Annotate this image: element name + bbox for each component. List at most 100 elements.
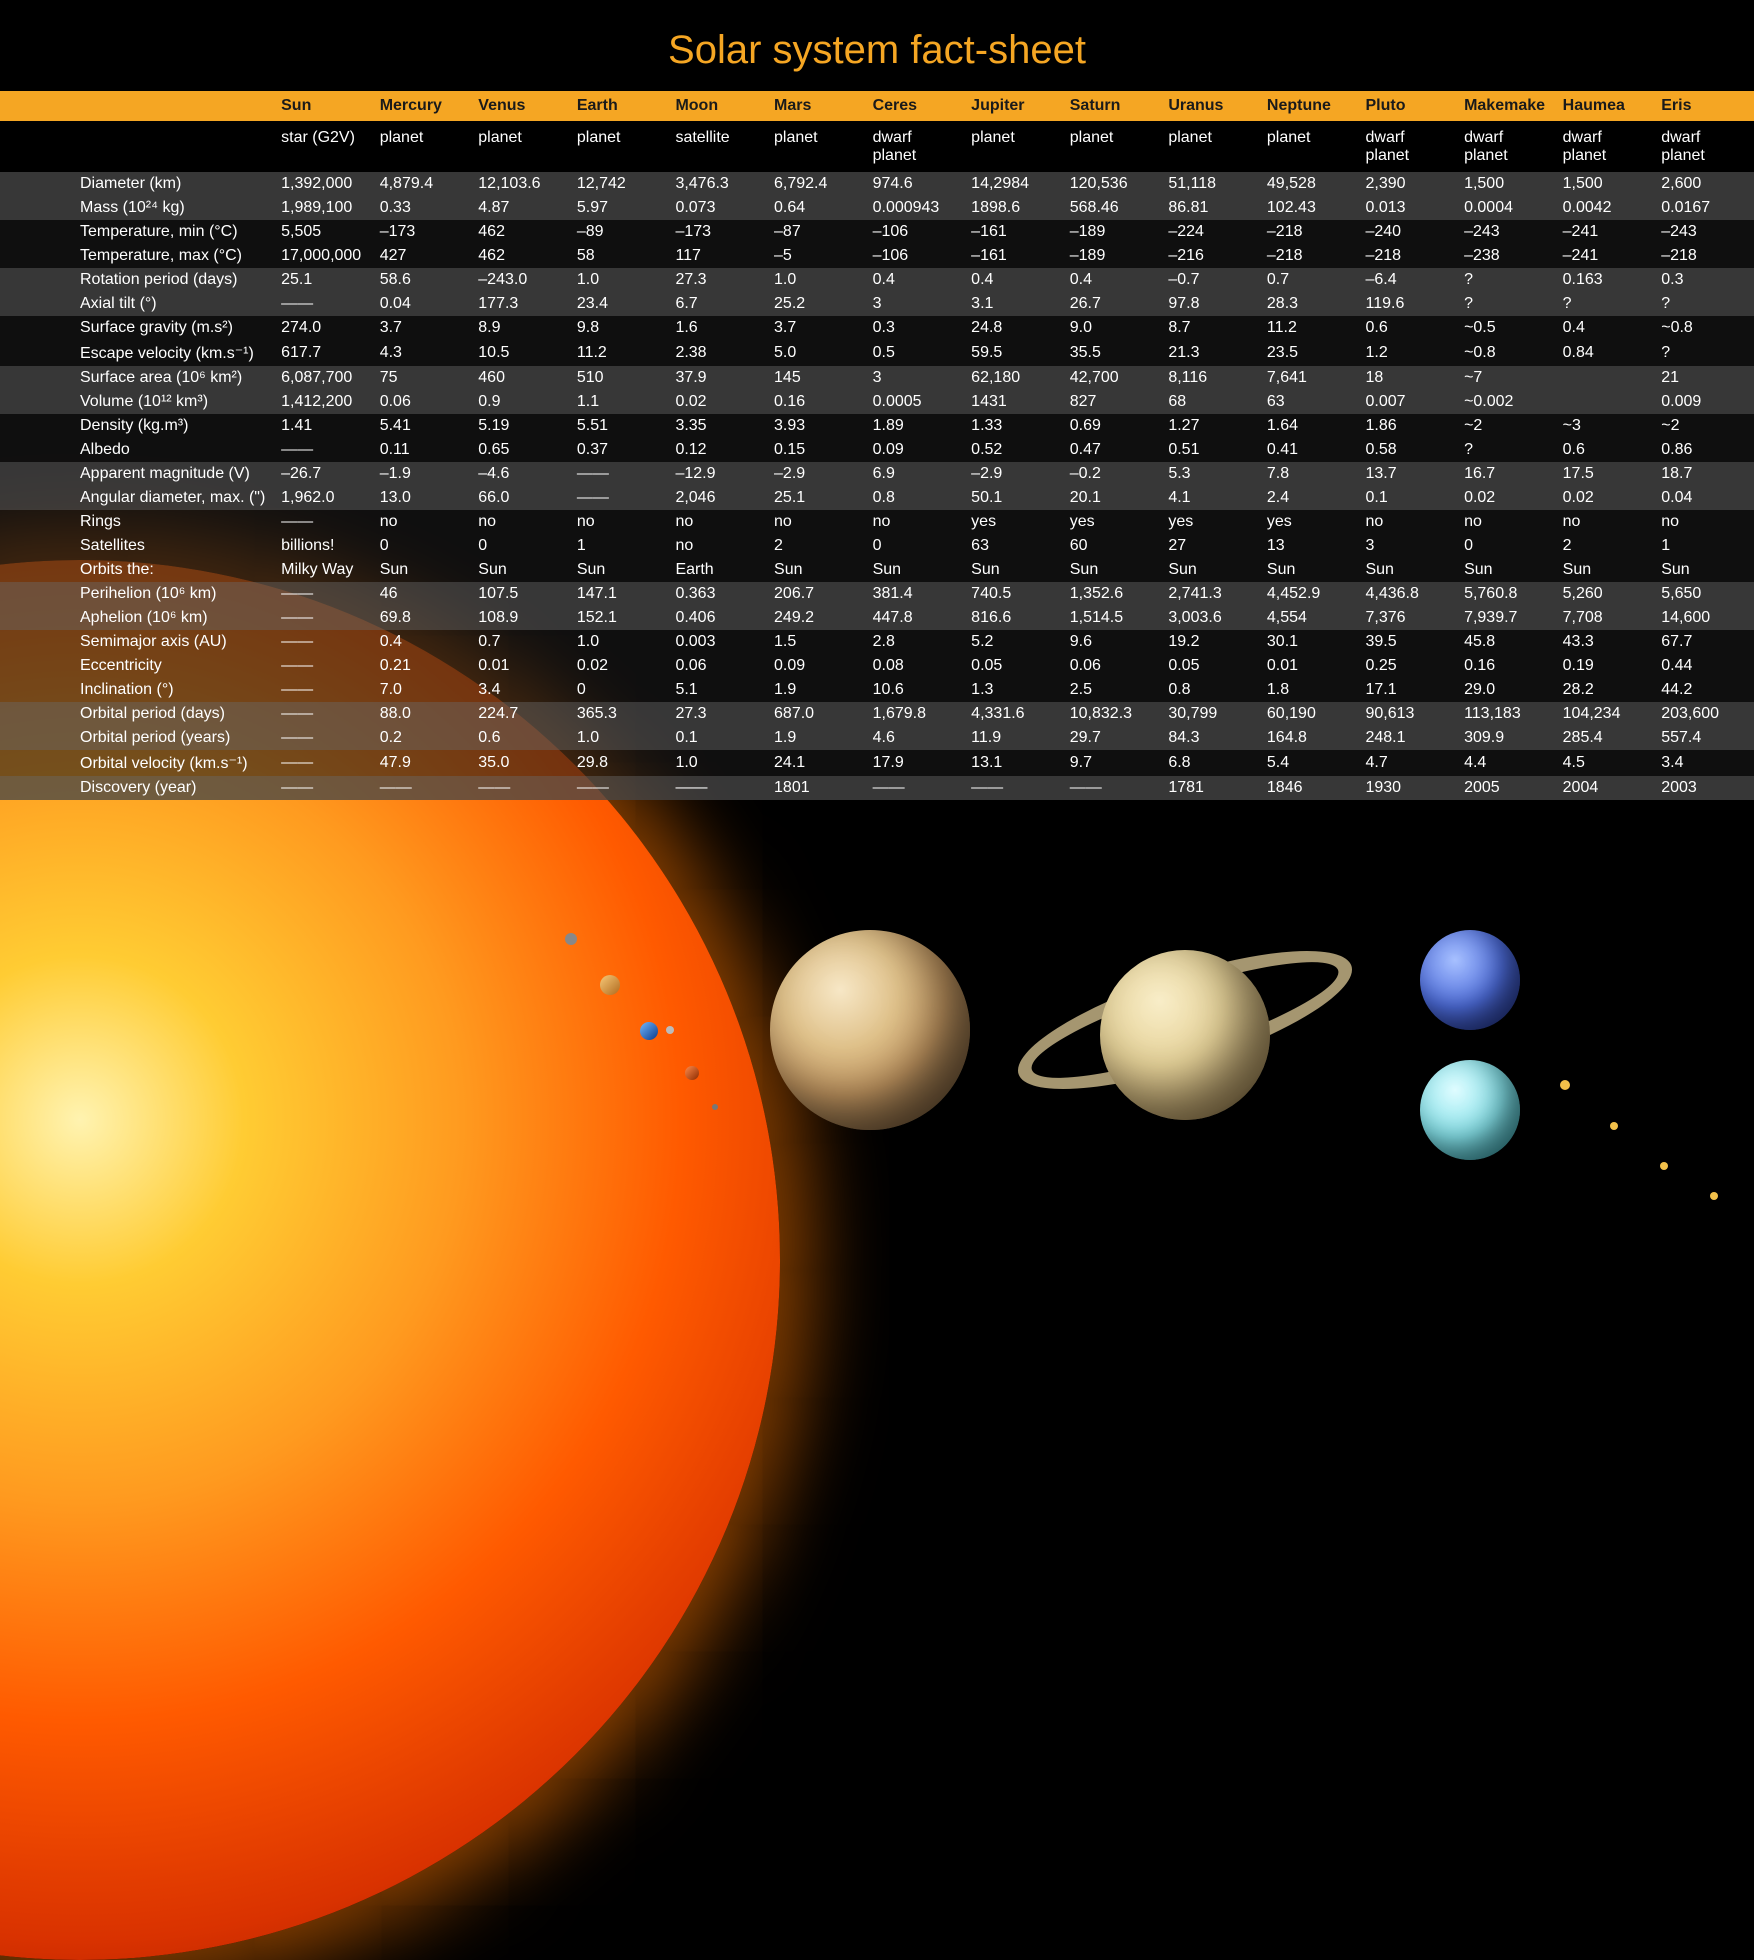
- cell: 145: [768, 366, 867, 390]
- cell: 510: [571, 366, 670, 390]
- cell: 11.2: [1261, 316, 1360, 340]
- row-label: Inclination (°): [0, 678, 275, 702]
- cell: 7.0: [374, 678, 473, 702]
- cell: Sun: [867, 558, 966, 582]
- cell: 147.1: [571, 582, 670, 606]
- cell: Sun: [571, 558, 670, 582]
- cell: 108.9: [472, 606, 571, 630]
- cell: 39.5: [1359, 630, 1458, 654]
- cell: 4,436.8: [1359, 582, 1458, 606]
- cell: [1557, 366, 1656, 390]
- cell: 1781: [1162, 776, 1261, 800]
- cell: 3.7: [768, 316, 867, 340]
- cell: 119.6: [1359, 292, 1458, 316]
- cell: 3.7: [374, 316, 473, 340]
- cell: ——: [571, 462, 670, 486]
- cell: 0.04: [1655, 486, 1754, 510]
- cell: 0.1: [669, 726, 768, 750]
- cell: 28.2: [1557, 678, 1656, 702]
- cell: 17.5: [1557, 462, 1656, 486]
- cell: 46: [374, 582, 473, 606]
- cell: ——: [472, 776, 571, 800]
- cell: 365.3: [571, 702, 670, 726]
- table-row: Discovery (year)——————————1801——————1781…: [0, 776, 1754, 800]
- row-label: Rotation period (days): [0, 268, 275, 292]
- row-label: Semimajor axis (AU): [0, 630, 275, 654]
- cell: ——: [867, 776, 966, 800]
- fact-table: Sun Mercury Venus Earth Moon Mars Ceres …: [0, 91, 1754, 800]
- table-row: Orbits the:Milky WaySunSunSunEarthSunSun…: [0, 558, 1754, 582]
- row-label: Mass (10²⁴ kg): [0, 196, 275, 220]
- cell: 44.2: [1655, 678, 1754, 702]
- row-label: Albedo: [0, 438, 275, 462]
- cell: billions!: [275, 534, 374, 558]
- cell: 0.08: [867, 654, 966, 678]
- cell: 4,554: [1261, 606, 1360, 630]
- cell: 427: [374, 244, 473, 268]
- cell: 1.9: [768, 678, 867, 702]
- row-label: Temperature, max (°C): [0, 244, 275, 268]
- cell: 47.9: [374, 750, 473, 776]
- cell: ——: [965, 776, 1064, 800]
- cell: –218: [1261, 244, 1360, 268]
- cell: 0.163: [1557, 268, 1656, 292]
- row-label: Density (kg.m³): [0, 414, 275, 438]
- cell: Milky Way: [275, 558, 374, 582]
- dwarf-icon: [1660, 1162, 1668, 1170]
- cell: –1.9: [374, 462, 473, 486]
- cell: no: [1359, 510, 1458, 534]
- cell: –238: [1458, 244, 1557, 268]
- cell: no: [669, 534, 768, 558]
- cell: no: [1655, 510, 1754, 534]
- cell: 0.86: [1655, 438, 1754, 462]
- row-label: Eccentricity: [0, 654, 275, 678]
- cell: –240: [1359, 220, 1458, 244]
- cell: 75: [374, 366, 473, 390]
- cell: 4,879.4: [374, 172, 473, 196]
- cell: 25.1: [768, 486, 867, 510]
- cell: 88.0: [374, 702, 473, 726]
- cell: 45.8: [1458, 630, 1557, 654]
- cell: 274.0: [275, 316, 374, 340]
- cell: 0.64: [768, 196, 867, 220]
- cell: yes: [1064, 510, 1163, 534]
- cell: ——: [669, 776, 768, 800]
- cell: 60,190: [1261, 702, 1360, 726]
- cell: 1.1: [571, 390, 670, 414]
- cell: 0.06: [374, 390, 473, 414]
- cell: 60: [1064, 534, 1163, 558]
- cell: 29.7: [1064, 726, 1163, 750]
- cell: 58.6: [374, 268, 473, 292]
- cell: 0: [867, 534, 966, 558]
- cell: 13.0: [374, 486, 473, 510]
- cell: 62,180: [965, 366, 1064, 390]
- cell: 16.7: [1458, 462, 1557, 486]
- cell: ~2: [1458, 414, 1557, 438]
- cell: ?: [1458, 292, 1557, 316]
- header-row: Sun Mercury Venus Earth Moon Mars Ceres …: [0, 91, 1754, 121]
- cell: 3: [867, 366, 966, 390]
- cell: Sun: [1359, 558, 1458, 582]
- table-row: Satellitesbillions!001no20636027133021: [0, 534, 1754, 558]
- cell: 1.89: [867, 414, 966, 438]
- cell: 557.4: [1655, 726, 1754, 750]
- col-header: Makemake: [1458, 91, 1557, 121]
- cell: 2,046: [669, 486, 768, 510]
- cell: 0.013: [1359, 196, 1458, 220]
- body-type: dwarf planet: [1557, 121, 1656, 172]
- cell: ——: [1064, 776, 1163, 800]
- row-label: Orbital velocity (km.s⁻¹): [0, 750, 275, 776]
- cell: 0.33: [374, 196, 473, 220]
- cell: 49,528: [1261, 172, 1360, 196]
- cell: 20.1: [1064, 486, 1163, 510]
- dwarf-icon: [1560, 1080, 1570, 1090]
- cell: 568.46: [1064, 196, 1163, 220]
- col-header: Haumea: [1557, 91, 1656, 121]
- cell: 1898.6: [965, 196, 1064, 220]
- cell: –161: [965, 244, 1064, 268]
- cell: 51,118: [1162, 172, 1261, 196]
- mars-icon: [685, 1066, 699, 1080]
- cell: 0.16: [768, 390, 867, 414]
- cell: 1930: [1359, 776, 1458, 800]
- cell: 24.1: [768, 750, 867, 776]
